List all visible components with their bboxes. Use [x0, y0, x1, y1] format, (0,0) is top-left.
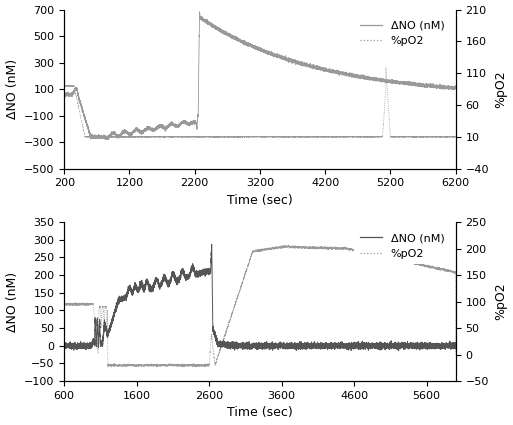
- Legend: ΔNO (nM), %pO2: ΔNO (nM), %pO2: [354, 228, 450, 264]
- Legend: ΔNO (nM), %pO2: ΔNO (nM), %pO2: [354, 15, 450, 52]
- Y-axis label: ΔNO (nM): ΔNO (nM): [6, 59, 18, 119]
- Y-axis label: %pO2: %pO2: [495, 70, 507, 108]
- X-axis label: Time (sec): Time (sec): [227, 406, 293, 419]
- Y-axis label: %pO2: %pO2: [495, 283, 507, 320]
- Y-axis label: ΔNO (nM): ΔNO (nM): [6, 272, 18, 332]
- X-axis label: Time (sec): Time (sec): [227, 194, 293, 207]
